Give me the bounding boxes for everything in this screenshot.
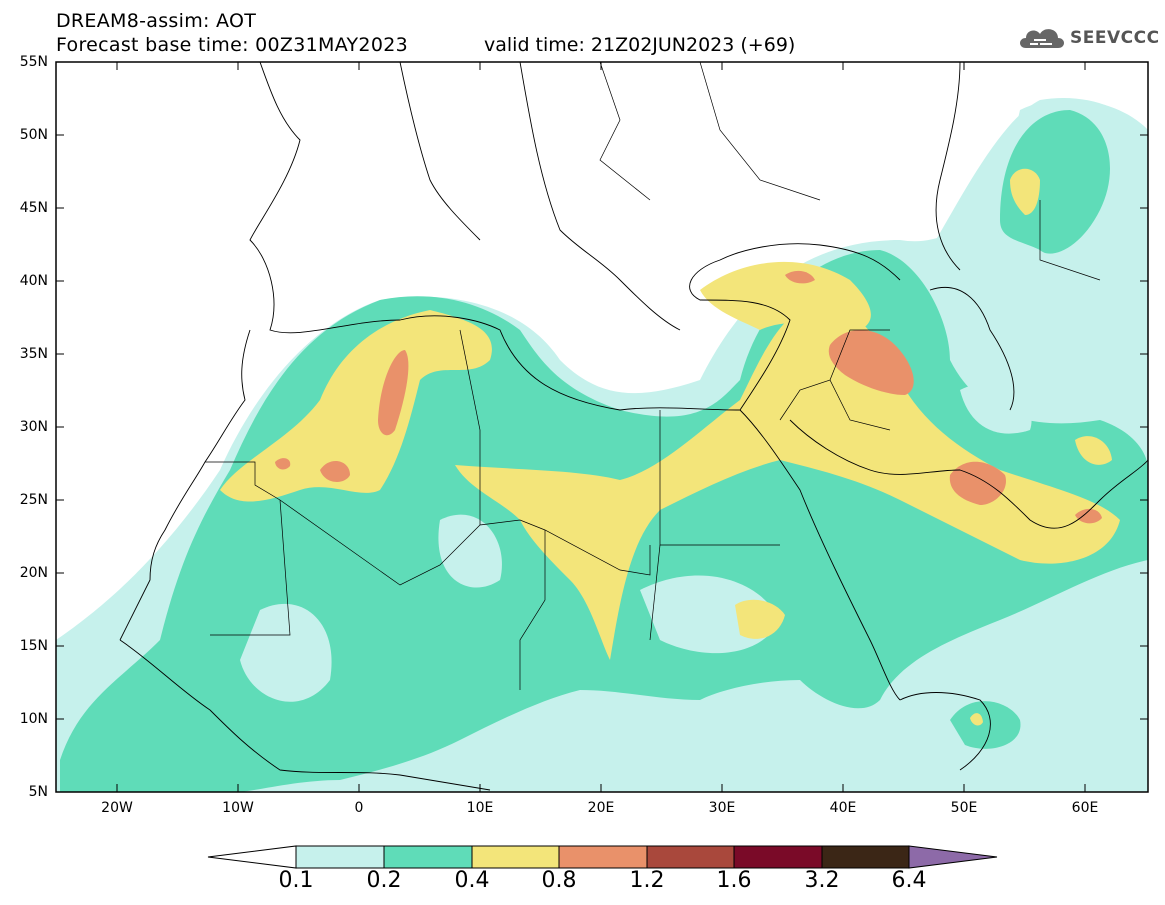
lon-label: 40E (829, 800, 857, 816)
colorbar-swatch-4 (646, 845, 735, 869)
lat-label: 30N (19, 419, 48, 435)
lon-label: 10E (466, 800, 494, 816)
lat-label: 35N (19, 346, 48, 362)
lon-label: 20E (587, 800, 615, 816)
map-title: DREAM8-assim: AOT (56, 10, 257, 32)
colorbar-label: 0.4 (454, 868, 490, 893)
colorbar-label: 3.2 (804, 868, 840, 893)
lat-label: 20N (19, 565, 48, 581)
colorbar-swatch-2 (471, 845, 560, 869)
lat-label: 45N (19, 200, 48, 216)
country-borders (205, 62, 1101, 690)
lat-label: 55N (19, 54, 48, 70)
colorbar (207, 845, 998, 869)
seevccc-logo: SEEVCCC (1016, 22, 1159, 58)
colorbar-label: 0.2 (366, 868, 402, 893)
colorbar-swatch-3 (558, 845, 648, 869)
colorbar-swatch-6 (821, 845, 910, 869)
aot-band-0.4-morocco (220, 310, 492, 502)
colorbar-swatch-1 (383, 845, 473, 869)
aot-band-0.2-caspian (1000, 110, 1110, 254)
lat-ticks (56, 61, 1148, 720)
coastlines (119, 62, 1148, 791)
aot-band-0.8-iraq (828, 330, 914, 395)
aot-band-0.8-gulf (949, 461, 1006, 505)
colorbar-low-arrow (207, 845, 297, 869)
logo-text: SEEVCCC (1070, 28, 1160, 48)
lat-label: 10N (19, 711, 48, 727)
aot-band-0.2-somalia (950, 701, 1021, 749)
lat-label: 25N (19, 492, 48, 508)
colorbar-label: 0.8 (541, 868, 577, 893)
lon-label: 0 (354, 800, 364, 816)
lat-label: 40N (19, 273, 48, 289)
lon-label: 30E (708, 800, 736, 816)
forecast-base-time: Forecast base time: 00Z31MAY2023 (56, 34, 408, 56)
colorbar-label: 0.1 (278, 868, 314, 893)
valid-time: valid time: 21Z02JUN2023 (+69) (484, 34, 796, 56)
lon-label: 60E (1071, 800, 1099, 816)
colorbar-label: 1.2 (629, 868, 665, 893)
lon-label: 50E (950, 800, 978, 816)
lat-label: 15N (19, 638, 48, 654)
lon-ticks (116, 62, 1086, 792)
colorbar-high-arrow (908, 845, 998, 869)
colorbar-swatch-5 (733, 845, 823, 869)
lat-label: 5N (28, 784, 48, 800)
lon-label: 10W (222, 800, 254, 816)
colorbar-swatch-0 (295, 845, 385, 869)
aot-band-0.4-turkey (700, 261, 871, 330)
colorbar-label: 1.6 (716, 868, 752, 893)
aot-band-0.4-kazakh (1010, 168, 1040, 215)
cloud-logo-icon (1020, 29, 1064, 48)
lon-label: 20W (101, 800, 133, 816)
lat-label: 50N (19, 127, 48, 143)
aot-field (56, 98, 1148, 792)
colorbar-label: 6.4 (891, 868, 927, 893)
